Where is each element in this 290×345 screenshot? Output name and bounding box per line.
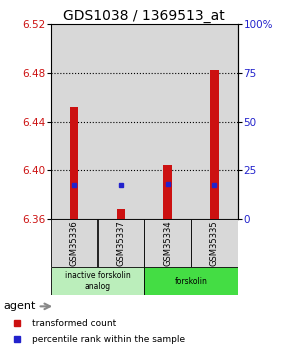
Text: GSM35335: GSM35335	[210, 220, 219, 266]
Text: agent: agent	[3, 302, 35, 311]
Text: GSM35336: GSM35336	[70, 220, 79, 266]
Title: GDS1038 / 1369513_at: GDS1038 / 1369513_at	[64, 9, 225, 23]
Text: forskolin: forskolin	[175, 277, 207, 286]
Bar	[144, 219, 191, 267]
Bar	[97, 24, 144, 219]
Text: GSM35334: GSM35334	[163, 220, 172, 266]
Bar	[144, 24, 191, 219]
Bar	[51, 24, 97, 219]
Text: transformed count: transformed count	[32, 319, 116, 328]
Bar	[98, 219, 144, 267]
Bar	[117, 209, 125, 219]
Bar	[51, 267, 144, 295]
Bar	[191, 24, 238, 219]
Bar	[51, 219, 97, 267]
Text: percentile rank within the sample: percentile rank within the sample	[32, 335, 185, 344]
Bar	[191, 219, 238, 267]
Bar	[144, 267, 238, 295]
Bar	[210, 70, 219, 219]
Text: GSM35337: GSM35337	[116, 220, 125, 266]
Text: inactive forskolin
analog: inactive forskolin analog	[65, 272, 130, 291]
Bar	[164, 166, 172, 219]
Bar	[70, 107, 78, 219]
